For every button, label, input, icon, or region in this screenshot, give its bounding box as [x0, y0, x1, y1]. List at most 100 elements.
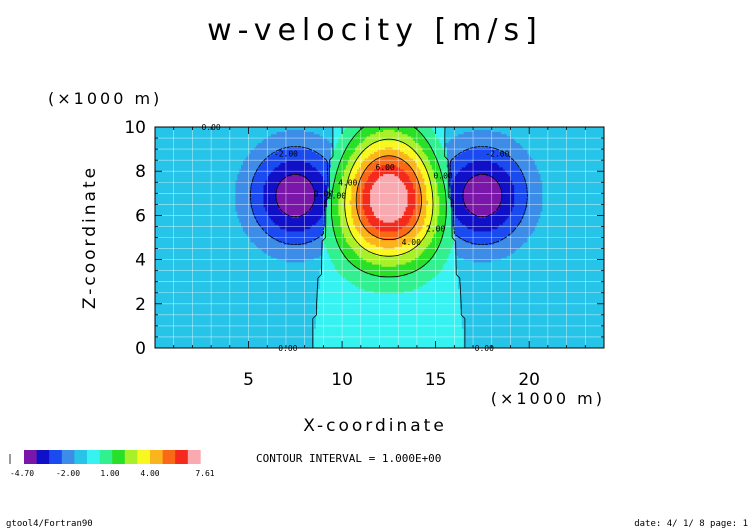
field-cell	[227, 166, 231, 170]
field-cell	[198, 250, 201, 254]
field-cell	[220, 272, 223, 276]
field-cell	[168, 250, 171, 254]
field-cell	[156, 303, 160, 307]
field-cell	[226, 149, 229, 152]
field-cell	[177, 135, 180, 139]
field-cell	[222, 138, 225, 141]
field-cell	[183, 226, 186, 230]
field-cell	[168, 343, 171, 347]
field-cell	[160, 306, 164, 309]
field-cell	[203, 301, 207, 305]
field-cell	[158, 261, 162, 265]
field-cell	[198, 195, 201, 199]
field-cell	[207, 250, 210, 254]
field-cell	[203, 250, 207, 254]
field-cell	[192, 157, 195, 161]
field-cell	[190, 257, 194, 261]
field-cell	[169, 323, 173, 327]
field-cell	[205, 191, 208, 194]
field-cell	[190, 259, 194, 263]
field-cell	[184, 204, 188, 208]
field-cell	[169, 213, 173, 216]
field-cell	[198, 310, 201, 314]
field-cell	[207, 270, 210, 274]
field-cell	[160, 155, 164, 159]
field-cell	[211, 151, 214, 155]
field-cell	[188, 259, 192, 263]
field-cell	[213, 151, 216, 155]
field-cell	[181, 279, 184, 283]
field-cell	[213, 334, 216, 338]
field-cell	[190, 301, 194, 305]
field-cell	[190, 202, 194, 205]
field-cell	[188, 334, 192, 338]
field-cell	[188, 266, 192, 270]
field-cell	[190, 343, 194, 347]
field-cell	[173, 127, 177, 130]
field-cell	[205, 330, 208, 334]
field-cell	[158, 219, 162, 223]
field-cell	[162, 129, 165, 133]
field-cell	[158, 266, 162, 270]
field-cell	[203, 215, 207, 219]
field-cell	[226, 334, 229, 338]
field-cell	[186, 142, 190, 146]
field-cell	[190, 312, 194, 316]
field-cell	[222, 153, 225, 157]
field-cell	[209, 294, 212, 298]
field-cell	[203, 319, 207, 323]
field-cell	[214, 328, 218, 331]
field-cell	[201, 252, 205, 256]
field-cell	[213, 146, 216, 150]
field-cell	[186, 299, 190, 303]
field-cell	[196, 206, 199, 210]
field-cell	[169, 217, 173, 221]
field-cell	[192, 241, 195, 245]
field-cell	[203, 275, 207, 278]
field-cell	[227, 299, 231, 303]
field-cell	[214, 325, 218, 329]
field-cell	[171, 138, 175, 141]
field-cell	[181, 275, 184, 278]
field-cell	[162, 164, 165, 168]
field-cell	[192, 334, 195, 338]
field-cell	[175, 301, 179, 305]
field-cell	[173, 308, 177, 312]
field-cell	[156, 195, 160, 199]
field-cell	[214, 264, 218, 267]
field-cell	[164, 202, 167, 205]
field-cell	[222, 186, 225, 190]
field-cell	[214, 160, 218, 163]
field-cell	[213, 233, 216, 236]
field-cell	[207, 345, 210, 348]
field-cell	[155, 286, 158, 289]
field-cell	[194, 208, 197, 212]
field-cell	[177, 323, 180, 327]
field-cell	[229, 308, 233, 312]
field-cell	[181, 321, 184, 325]
field-cell	[169, 197, 173, 201]
field-cell	[199, 277, 203, 281]
field-cell	[155, 270, 158, 274]
field-cell	[220, 317, 223, 320]
field-cell	[171, 323, 175, 327]
field-cell	[224, 188, 227, 192]
field-cell	[226, 177, 229, 181]
field-cell	[198, 334, 201, 338]
field-cell	[220, 325, 223, 329]
field-cell	[198, 314, 201, 318]
field-cell	[173, 213, 177, 216]
field-cell	[179, 306, 182, 309]
field-cell	[222, 177, 225, 181]
field-cell	[183, 297, 186, 300]
field-cell	[188, 241, 192, 245]
field-cell	[169, 257, 173, 261]
field-cell	[179, 222, 182, 225]
field-cell	[198, 180, 201, 183]
field-cell	[155, 279, 158, 283]
field-cell	[201, 175, 205, 179]
field-cell	[222, 228, 225, 232]
field-cell	[226, 299, 229, 303]
field-cell	[222, 255, 225, 258]
field-cell	[181, 131, 184, 135]
